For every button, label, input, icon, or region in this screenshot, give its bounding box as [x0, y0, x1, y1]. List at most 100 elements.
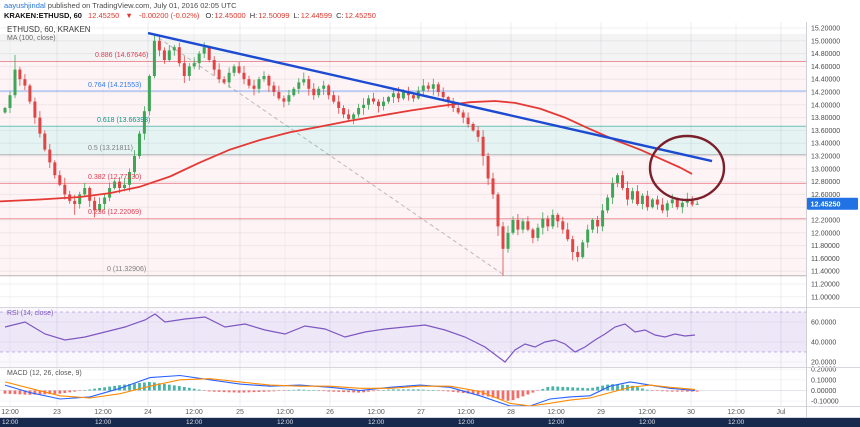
- macd-hist-bar: [591, 387, 594, 391]
- macd-hist-bar: [347, 390, 350, 393]
- macd-hist-bar: [611, 384, 614, 391]
- descending-trendline[interactable]: [147, 31, 713, 163]
- macd-hist-bar: [237, 390, 241, 393]
- macd-hist-bar: [3, 390, 7, 394]
- footer-time-label: 12:00: [548, 419, 565, 426]
- price-scale[interactable]: 15.20000 15.00000 14.80000 14.60000 14.40000…: [811, 26, 840, 406]
- fib-baseline-diagonal: [152, 33, 506, 277]
- price-grid: [0, 27, 806, 298]
- macd-hist-bar: [267, 390, 271, 392]
- time-tick-label: 12:00: [1, 409, 19, 416]
- rsi-line: [4, 313, 696, 363]
- macd-hist-bar: [242, 390, 246, 393]
- ma-study-legend[interactable]: MA (100, close): [7, 35, 56, 42]
- macd-hist-bar: [342, 390, 345, 393]
- macd-hist-bar: [392, 389, 395, 391]
- macd-hist-bar: [317, 390, 321, 391]
- macd-hist-bar: [78, 390, 82, 391]
- macd-hist-bar: [561, 386, 565, 391]
- macd-hist-bar: [695, 390, 699, 392]
- macd-hist-bar: [412, 389, 415, 391]
- macd-hist-bar: [407, 389, 410, 391]
- macd-hist-bar: [636, 387, 639, 391]
- macd-hist-bar: [566, 387, 570, 391]
- macd-signal-line: [4, 378, 696, 407]
- highlight-circle-annotation[interactable]: [648, 134, 726, 202]
- macd-hist-bar: [661, 390, 664, 392]
- macd-hist-bar: [665, 390, 669, 392]
- macd-hist-bar: [556, 386, 560, 391]
- macd-hist-bar: [576, 387, 580, 391]
- time-tick-label: 24: [144, 409, 152, 416]
- price-tick-label: 11.00000: [811, 294, 840, 301]
- macd-hist-bar: [367, 390, 370, 392]
- last-price-badge-value: 12.45250: [811, 200, 841, 209]
- macd-hist-bar: [621, 384, 624, 391]
- ohlc-value: 12.45250: [344, 11, 376, 20]
- macd-hist-bar: [337, 390, 341, 392]
- macd-hist-bar: [526, 390, 530, 395]
- macd-hist-bar: [541, 388, 545, 391]
- symbol-title: KRAKEN:ETHUSD, 60: [4, 11, 82, 20]
- macd-hist-bar: [48, 390, 52, 395]
- fib-level-label: 0.5 (13.21811): [88, 145, 134, 153]
- footer-time-label: 12:00: [277, 419, 294, 426]
- macd-hist-bar: [108, 386, 111, 391]
- macd-hist-bar: [297, 389, 301, 391]
- ohlc-label: H:: [249, 11, 258, 20]
- macd-hist-bar: [123, 384, 126, 391]
- macd-hist-bar: [456, 390, 460, 393]
- publish-info: aayushjindal published on TradingView.co…: [4, 1, 237, 10]
- macd-hist-bar: [451, 390, 455, 392]
- price-tick-label: 15.20000: [811, 26, 840, 33]
- macd-hist-bar: [680, 390, 684, 392]
- timeline-footer-bar[interactable]: 12:00 12:00 12:00 12:00 12:00 12:00 12:00 12:00…: [0, 418, 860, 427]
- fib-level-label: 0.382 (12.77230): [88, 173, 142, 181]
- time-tick-label: 12:00: [457, 409, 475, 416]
- macd-hist-bar: [8, 390, 12, 394]
- macd-hist-bar: [690, 390, 694, 392]
- price-tick-label: 14.60000: [811, 64, 840, 71]
- time-axis[interactable]: 12:00 23 12:00 24 12:00 25 12:00 26 12:00 27 12:00…: [1, 409, 786, 416]
- macd-hist-bar: [202, 390, 206, 391]
- macd-hist-bar: [98, 388, 101, 391]
- price-tick-label: 11.40000: [811, 269, 840, 276]
- ohlc-value: 12.50099: [258, 11, 290, 20]
- macd-hist-bar: [501, 390, 505, 400]
- footer-time-label: 12:00: [458, 419, 475, 426]
- price-tick-label: 14.80000: [811, 51, 840, 58]
- macd-tick-label: 0.10000: [811, 377, 836, 384]
- macd-hist-bar: [58, 390, 62, 394]
- rsi-study-legend[interactable]: RSI (14, close): [7, 310, 54, 317]
- macd-hist-bar: [302, 389, 306, 391]
- macd-hist-bar: [476, 390, 480, 395]
- macd-hist-bar: [212, 390, 216, 392]
- macd-hist-bar: [656, 390, 659, 391]
- ohlc-label: O:: [205, 11, 214, 20]
- macd-hist-bar: [33, 390, 37, 395]
- time-tick-label: 29: [597, 409, 605, 416]
- macd-hist-bar: [167, 384, 171, 391]
- macd-hist-bar: [163, 384, 166, 391]
- macd-hist-bar: [516, 390, 520, 399]
- price-tick-label: 13.40000: [811, 141, 840, 148]
- macd-hist-bar: [397, 389, 400, 391]
- author-link[interactable]: aayushjindal: [4, 1, 46, 10]
- macd-hist-bar: [651, 390, 654, 391]
- symbol-info-bar: KRAKEN:ETHUSD, 60 12.45250 ▼ -0.00200 (-…: [4, 11, 384, 20]
- macd-hist-bar: [138, 383, 141, 391]
- macd-hist-bar: [531, 390, 535, 393]
- fib-level-label: 0.618 (13.66393): [97, 116, 151, 124]
- macd-study-legend[interactable]: MACD (12, 26, close, 9): [7, 370, 82, 377]
- macd-hist-bar: [536, 390, 540, 391]
- macd-hist-bar: [73, 390, 77, 392]
- macd-hist-bar: [596, 386, 599, 391]
- macd-hist-bar: [521, 390, 525, 397]
- macd-hist-bar: [486, 390, 490, 397]
- main-chart-legend[interactable]: ETHUSD, 60, KRAKEN: [7, 25, 91, 34]
- macd-hist-bar: [352, 390, 355, 393]
- macd-hist-bar: [382, 390, 385, 391]
- macd-hist-bar: [153, 382, 156, 391]
